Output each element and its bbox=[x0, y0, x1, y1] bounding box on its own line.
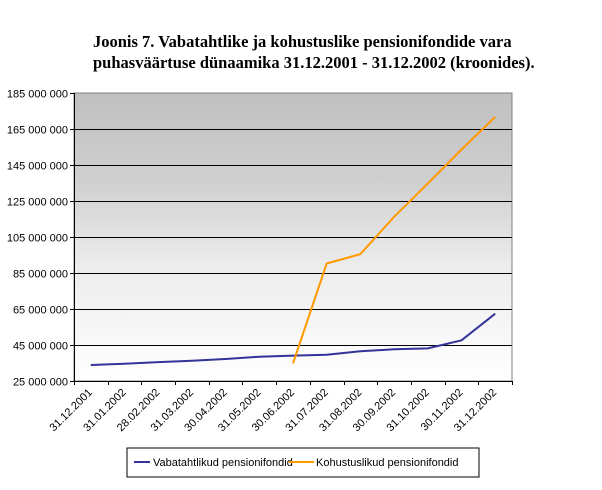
y-tick-label: 185 000 000 bbox=[7, 89, 68, 101]
y-tick-label: 105 000 000 bbox=[7, 233, 68, 245]
legend-label-vabatahtlikud: Vabatahtlikud pensionifondid bbox=[153, 457, 293, 469]
legend: Vabatahtlikud pensionifondid Kohustuslik… bbox=[126, 447, 480, 478]
chart-title-line-1: Joonis 7. Vabatahtlike ja kohustuslike p… bbox=[93, 32, 512, 51]
chart-title: Joonis 7. Vabatahtlike ja kohustuslike p… bbox=[93, 31, 535, 73]
y-tick-label: 85 000 000 bbox=[13, 269, 68, 281]
y-tick-label: 165 000 000 bbox=[7, 125, 68, 137]
chart-title-line-2: puhasväärtuse dünaamika 31.12.2001 - 31.… bbox=[93, 53, 535, 72]
y-tick-label: 45 000 000 bbox=[13, 341, 68, 353]
y-tick-label: 65 000 000 bbox=[13, 305, 68, 317]
y-tick-label: 145 000 000 bbox=[7, 161, 68, 173]
legend-label-kohustuslikud: Kohustuslikud pensionifondid bbox=[316, 457, 459, 469]
y-tick-label: 125 000 000 bbox=[7, 197, 68, 209]
y-tick-label: 25 000 000 bbox=[13, 377, 68, 389]
